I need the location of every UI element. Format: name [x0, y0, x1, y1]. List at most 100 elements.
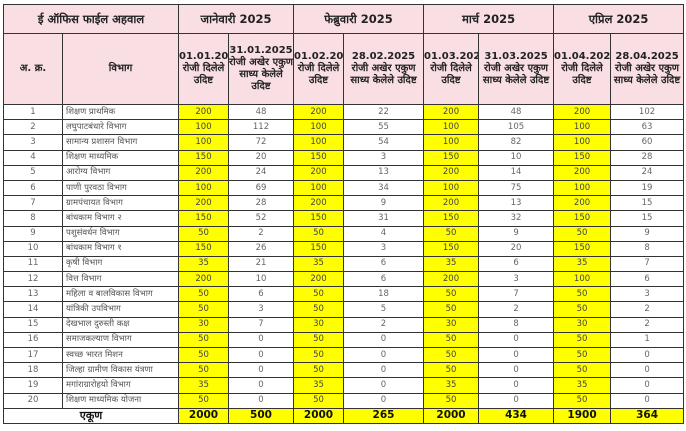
achieved-cell: 6: [228, 286, 295, 303]
achieved-cell: 8: [610, 240, 685, 257]
table-row: 4 शिक्षण माध्यमिक 150 20 150 3 150 10 150 28: [3, 149, 685, 166]
achieved-cell: 8: [478, 316, 555, 333]
target-cell: 150: [293, 210, 345, 227]
table-row: 8 बांधकाम विभाग २ 150 52 150 31 150 32 150 15: [3, 210, 685, 227]
target-cell: 30: [553, 316, 612, 333]
target-cell: 200: [178, 195, 230, 212]
achieved-cell: 2: [228, 225, 295, 242]
sr-no-cell: 14: [3, 301, 63, 318]
achieved-cell: 32: [478, 210, 555, 227]
sr-no-cell: 6: [3, 179, 63, 197]
target-cell: 100: [293, 179, 345, 197]
month-header: मार्च 2025: [423, 4, 555, 34]
month-header: एप्रिल 2025: [553, 4, 685, 34]
table-row: 14 यांत्रिकी उपविभाग 50 3 50 5 50 2 50 2: [3, 301, 685, 318]
target-cell: 50: [293, 331, 345, 349]
table-row: 13 महिला व बालविकास विभाग 50 6 50 18 50 7 50 3: [3, 286, 685, 303]
achieved-cell: 48: [478, 103, 555, 121]
department-cell: पाणी पुरवठा विभाग: [61, 179, 180, 197]
target-cell: 35: [293, 377, 345, 394]
achieved-cell: 24: [610, 164, 685, 181]
achieved-cell: 0: [343, 346, 425, 364]
achieved-cell: 2: [610, 316, 685, 333]
achieved-cell: 0: [610, 377, 685, 394]
achieved-cell: 0: [610, 346, 685, 364]
target-cell: 50: [553, 392, 612, 409]
table-row: 19 मगांराग्रारोहयो विभाग 35 0 35 0 35 0 35 0: [3, 377, 685, 394]
target-header: 01.01.2025 रोजी दिलेले उदिष्ट: [178, 33, 230, 105]
target-cell: 150: [178, 149, 230, 166]
total-value: 265: [343, 407, 425, 424]
achieved-cell: 6: [610, 271, 685, 288]
target-cell: 35: [293, 255, 345, 273]
achieved-cell: 24: [228, 164, 295, 181]
achieved-cell: 15: [610, 195, 685, 212]
target-cell: 50: [553, 286, 612, 303]
target-cell: 100: [423, 179, 480, 197]
target-cell: 50: [178, 346, 230, 364]
achieved-cell: 2: [610, 301, 685, 318]
table-row: 15 देखभाल दुरुस्ती कक्ष 30 7 30 2 30 8 30 2: [3, 316, 685, 333]
table-row: 1 शिक्षण प्राथमिक 200 48 200 22 200 48 200 102: [3, 103, 685, 121]
target-cell: 200: [178, 271, 230, 288]
department-cell: महिला व बालविकास विभाग: [61, 286, 180, 303]
target-cell: 100: [423, 119, 480, 136]
target-cell: 100: [178, 134, 230, 151]
achieved-header: 28.02.2025 रोजी अखेर एकुण साध्य केलेले उ…: [343, 33, 425, 105]
achieved-cell: 48: [228, 103, 295, 121]
target-cell: 200: [553, 164, 612, 181]
table-row: 17 स्वच्छ भारत मिशन 50 0 50 0 50 0 50 0: [3, 346, 685, 364]
target-cell: 150: [553, 210, 612, 227]
achieved-cell: 72: [228, 134, 295, 151]
achieved-cell: 19: [610, 179, 685, 197]
target-header: 01.02.2025 रोजी दिलेले उदिष्ट: [293, 33, 345, 105]
sr-no-cell: 10: [3, 240, 63, 257]
target-cell: 50: [423, 225, 480, 242]
target-cell: 50: [423, 362, 480, 379]
table-row: 10 बांधकाम विभाग १ 150 26 150 3 150 20 150 8: [3, 240, 685, 257]
achieved-cell: 1: [610, 331, 685, 349]
department-cell: बांधकाम विभाग १: [61, 240, 180, 257]
target-cell: 200: [423, 164, 480, 181]
achieved-cell: 2: [343, 316, 425, 333]
sr-no-cell: 7: [3, 195, 63, 212]
department-cell: शिक्षण प्राथमिक: [61, 103, 180, 121]
target-header: 01.04.2025 रोजी दिलेले उदिष्ट: [553, 33, 612, 105]
sr-no-cell: 17: [3, 346, 63, 364]
achieved-cell: 31: [343, 210, 425, 227]
target-cell: 50: [553, 362, 612, 379]
department-cell: स्वच्छ भारत मिशन: [61, 346, 180, 364]
sr-no-cell: 3: [3, 134, 63, 151]
achieved-cell: 0: [343, 331, 425, 349]
achieved-cell: 6: [343, 271, 425, 288]
target-cell: 150: [553, 149, 612, 166]
department-cell: समाजकल्याण विभाग: [61, 331, 180, 349]
eoffice-file-report-table: ई ऑफिस फाईल अहवाल जानेवारी 2025 फेब्रुवा…: [2, 4, 685, 424]
department-cell: यांत्रिकी उपविभाग: [61, 301, 180, 318]
department-cell: शिक्षण माध्यमिक: [61, 149, 180, 166]
achieved-cell: 0: [343, 362, 425, 379]
department-cell: जिल्हा ग्रामीण विकास यंत्रणा: [61, 362, 180, 379]
achieved-cell: 7: [478, 286, 555, 303]
table-row: 9 पशुसंवर्धन विभाग 50 2 50 4 50 9 50 9: [3, 225, 685, 242]
achieved-cell: 10: [228, 271, 295, 288]
achieved-cell: 0: [228, 392, 295, 409]
target-cell: 35: [553, 255, 612, 273]
department-cell: ग्रामपंचायत विभाग: [61, 195, 180, 212]
achieved-cell: 54: [343, 134, 425, 151]
achieved-cell: 69: [228, 179, 295, 197]
achieved-cell: 0: [610, 362, 685, 379]
sr-no-cell: 8: [3, 210, 63, 227]
achieved-cell: 13: [343, 164, 425, 181]
sr-no-cell: 5: [3, 164, 63, 181]
achieved-cell: 21: [228, 255, 295, 273]
target-cell: 50: [423, 286, 480, 303]
achieved-header: 28.04.2025 रोजी अखेर एकुण साध्य केलेले उ…: [610, 33, 685, 105]
achieved-cell: 3: [478, 271, 555, 288]
sr-no-cell: 13: [3, 286, 63, 303]
total-value: 1900: [553, 407, 612, 424]
target-cell: 50: [553, 225, 612, 242]
target-cell: 50: [293, 346, 345, 364]
sr-no-cell: 19: [3, 377, 63, 394]
department-cell: कृषी विभाग: [61, 255, 180, 273]
